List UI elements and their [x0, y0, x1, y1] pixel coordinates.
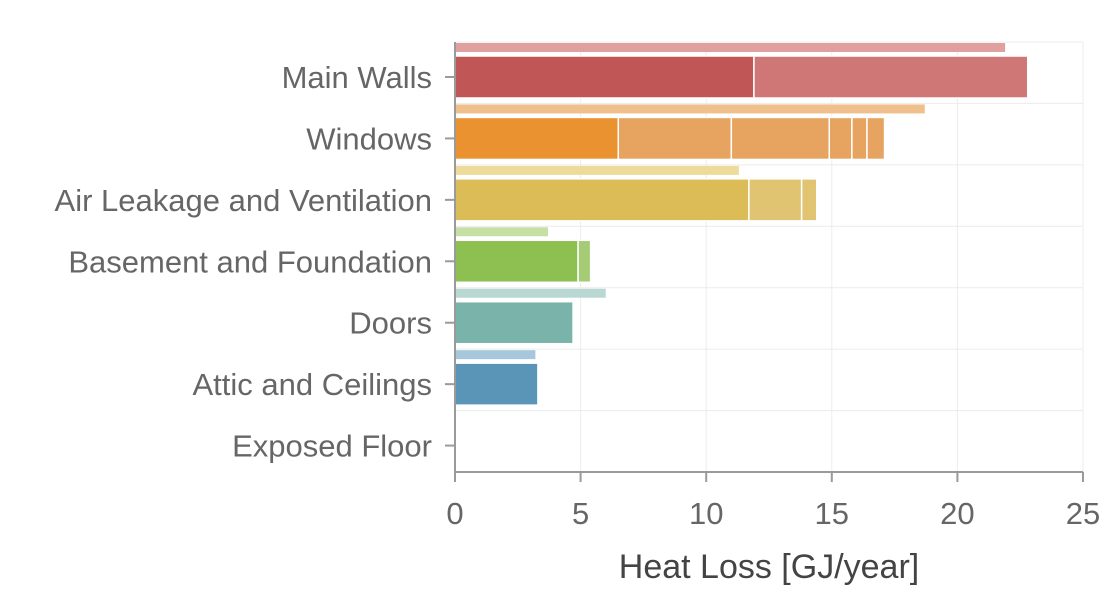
axes	[445, 42, 1084, 482]
bar-segment	[454, 362, 539, 406]
stacked-bars	[454, 55, 1029, 406]
x-tick-label: 5	[572, 496, 589, 531]
reference-bar	[455, 43, 1006, 52]
category-label: Exposed Floor	[232, 429, 432, 464]
category-label: Basement and Foundation	[68, 244, 432, 279]
category-label: Main Walls	[282, 60, 432, 95]
bar-segment	[454, 178, 750, 222]
bar-segment	[730, 116, 831, 161]
bar-segment	[748, 178, 803, 222]
bar-segment	[577, 239, 592, 284]
bar-segment	[851, 116, 868, 161]
bar-segment	[617, 116, 733, 161]
bar-segment	[454, 55, 755, 99]
x-tick-label: 15	[815, 496, 849, 531]
x-tick-label: 0	[446, 496, 463, 531]
x-tick-label: 10	[689, 496, 723, 531]
category-label: Windows	[306, 121, 432, 156]
reference-bar	[455, 350, 536, 360]
bar-segment	[454, 116, 620, 161]
bar-segment	[454, 300, 574, 345]
bar-segment	[866, 116, 886, 161]
x-axis-title: Heat Loss [GJ/year]	[619, 548, 919, 586]
category-label: Air Leakage and Ventilation	[55, 183, 432, 218]
reference-bar	[455, 288, 606, 298]
category-label: Doors	[349, 306, 432, 341]
bar-segment	[753, 55, 1029, 99]
reference-bar	[455, 227, 548, 237]
category-labels: Main Walls Windows Air Leakage and Ventila…	[55, 60, 432, 464]
reference-bar	[455, 165, 739, 175]
category-label: Attic and Ceilings	[192, 367, 432, 402]
bar-segment	[454, 239, 579, 284]
bar-segment	[828, 116, 853, 161]
bar-segment	[800, 178, 818, 222]
reference-bars	[455, 43, 1006, 360]
x-tick-label: 25	[1066, 496, 1100, 531]
reference-bar	[455, 104, 925, 114]
x-tick-label: 20	[940, 496, 974, 531]
x-tick-labels: 0 5 10 15 20 25	[446, 496, 1100, 531]
